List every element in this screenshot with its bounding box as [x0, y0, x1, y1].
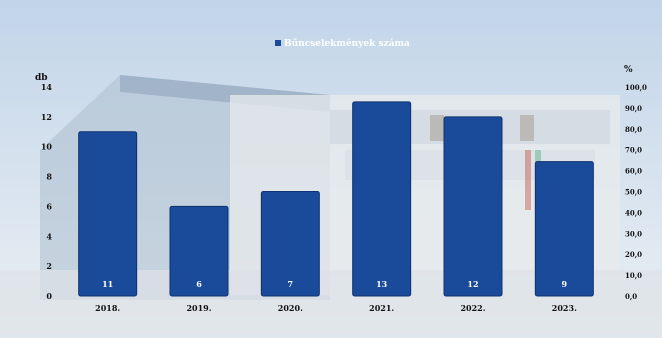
x-axis: 2018. 2019. 2020. 2021. 2022. 2023. — [95, 303, 577, 313]
y-right-tick-label: 20,0 — [625, 250, 642, 259]
y-left-axis-unit: db — [35, 73, 48, 83]
x-tick-label: 2019. — [186, 303, 211, 313]
bar — [78, 131, 138, 297]
bar — [352, 101, 412, 297]
y-right-tick-label: 90,0 — [625, 104, 642, 113]
y-left-tick-label: 6 — [46, 201, 52, 211]
bar-data-label: 9 — [562, 279, 568, 289]
y-right-tick-label: 0,0 — [625, 292, 637, 301]
x-tick-label: 2022. — [460, 303, 485, 313]
bar-data-label: 12 — [467, 279, 478, 289]
legend-swatch — [275, 40, 281, 46]
y-right-tick-label: 100,0 — [625, 83, 647, 92]
y-left-tick-label: 14 — [41, 82, 53, 92]
y-right-tick-label: 30,0 — [625, 229, 642, 238]
x-tick-label: 2021. — [369, 303, 394, 313]
bar — [534, 161, 594, 297]
x-tick-label: 2023. — [552, 303, 577, 313]
x-tick-label: 2018. — [95, 303, 120, 313]
y-right-tick-label: 50,0 — [625, 188, 642, 197]
y-left-tick-label: 0 — [46, 291, 52, 301]
y-right-axis-unit: % — [624, 65, 633, 75]
legend-label: Bűncselekmények száma — [284, 38, 410, 49]
y-left-tick-label: 2 — [46, 261, 52, 271]
y-right-tick-label: 80,0 — [625, 125, 642, 134]
y-left-axis: 0 2 4 6 8 10 12 14 — [41, 82, 53, 301]
y-left-tick-label: 4 — [46, 231, 52, 241]
x-tick-label: 2020. — [278, 303, 303, 313]
y-left-tick-label: 12 — [41, 112, 52, 122]
bar-data-label: 13 — [376, 279, 388, 289]
bar-data-label: 6 — [196, 279, 202, 289]
y-right-axis: 0,0 10,0 20,0 30,0 40,0 50,0 60,0 70,0 80,0 90,0 1… — [625, 83, 647, 301]
y-right-tick-label: 40,0 — [625, 208, 642, 217]
y-right-tick-label: 10,0 — [625, 271, 642, 280]
y-left-tick-label: 10 — [41, 142, 53, 152]
bar — [260, 191, 320, 297]
bar — [169, 205, 229, 297]
y-left-tick-label: 8 — [46, 172, 52, 182]
y-right-tick-label: 60,0 — [625, 167, 642, 176]
y-right-tick-label: 70,0 — [625, 146, 642, 155]
legend: Bűncselekmények száma — [275, 38, 410, 49]
bar-data-label: 7 — [288, 279, 294, 289]
bar-data-label: 11 — [102, 279, 113, 289]
bar-series: 11 6 7 13 12 9 — [78, 101, 594, 297]
bar — [443, 116, 503, 297]
